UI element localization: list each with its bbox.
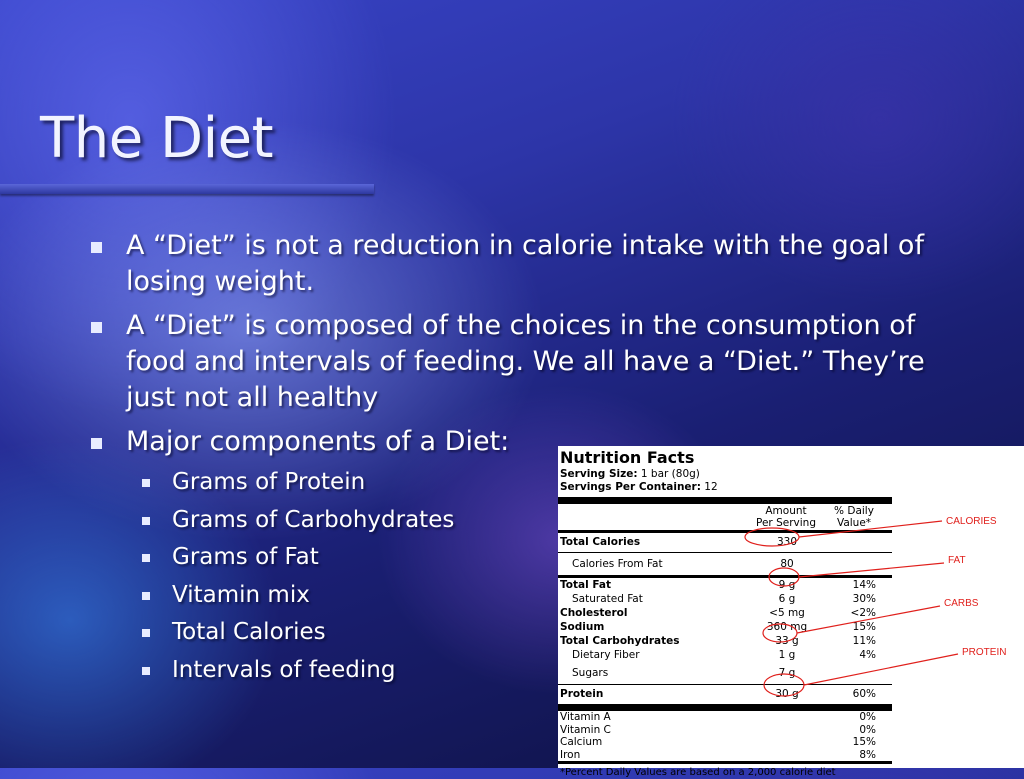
title-underline [0, 184, 374, 194]
calories-annotation: CALORIES [946, 516, 997, 527]
bullet-item: Major components of a Diet: Grams of Pro… [88, 424, 958, 689]
sub-bullet-list: Grams of Protein Grams of Carbohydrates … [126, 464, 958, 689]
square-bullet-icon [142, 666, 150, 675]
bullet-item: A “Diet” is not a reduction in calorie i… [88, 228, 958, 300]
row-vitamin-a: Vitamin A 0% [560, 711, 876, 723]
sub-bullet-item: Grams of Protein [126, 464, 958, 502]
annotation-overlay [744, 520, 959, 697]
serving-size: Serving Size: 1 bar (80g) [560, 468, 700, 480]
protein-pointer-line [803, 653, 959, 686]
column-header: Amount Per Serving % Daily Value* [756, 505, 874, 529]
row-saturated-fat: Saturated Fat 6 g 30% [572, 593, 876, 605]
bullet-text: A “Diet” is composed of the choices in t… [126, 310, 925, 413]
protein-circle [763, 673, 805, 697]
sub-bullet-text: Grams of Carbohydrates [172, 506, 455, 533]
sub-bullet-text: Vitamin mix [172, 581, 310, 608]
sub-bullet-text: Grams of Fat [172, 544, 319, 570]
protein-annotation: PROTEIN [962, 647, 1007, 658]
carbs-annotation: CARBS [944, 598, 979, 609]
row-protein: Protein 30 g 60% [560, 688, 876, 700]
sub-bullet-text: Grams of Protein [172, 469, 366, 495]
calories-pointer-line [798, 520, 943, 538]
row-iron: Iron 8% [560, 748, 876, 761]
divider [558, 684, 892, 685]
sub-bullet-text: Intervals of feeding [172, 656, 396, 683]
servings-per-container: Servings Per Container: 12 [560, 481, 718, 493]
bullet-text: Major components of a Diet: [126, 426, 510, 457]
square-bullet-icon [91, 242, 102, 253]
divider [558, 761, 892, 764]
square-bullet-icon [142, 479, 150, 487]
square-bullet-icon [91, 322, 102, 333]
row-sugars: Sugars 7 g [572, 667, 796, 679]
nutrition-facts-image: Nutrition Facts Serving Size: 1 bar (80g… [558, 446, 1024, 778]
sub-bullet-item: Intervals of feeding [126, 652, 958, 690]
sub-bullet-item: Vitamin mix [126, 577, 958, 615]
row-vitamin-c: Vitamin C 0% [560, 723, 876, 736]
square-bullet-icon [142, 554, 150, 562]
fat-annotation: FAT [948, 555, 966, 566]
sub-bullet-item: Grams of Fat [126, 539, 958, 577]
bullet-list: A “Diet” is not a reduction in calorie i… [88, 228, 958, 697]
divider [558, 704, 892, 711]
divider [558, 497, 892, 504]
sub-bullet-item: Grams of Carbohydrates [126, 502, 958, 540]
fat-pointer-line [798, 562, 945, 578]
row-calories-from-fat: Calories From Fat 80 [572, 558, 794, 570]
square-bullet-icon [142, 516, 150, 525]
square-bullet-icon [142, 591, 150, 600]
carbs-circle [762, 623, 798, 643]
carbs-pointer-line [796, 605, 941, 634]
nutrition-facts-title: Nutrition Facts [560, 448, 695, 467]
divider [558, 552, 892, 553]
row-calcium: Calcium 15% [560, 736, 876, 748]
calories-circle [744, 527, 800, 547]
fat-circle [768, 567, 800, 587]
divider [558, 530, 892, 533]
row-dietary-fiber: Dietary Fiber 1 g 4% [572, 649, 876, 661]
bullet-item: A “Diet” is composed of the choices in t… [88, 308, 958, 416]
bullet-text: A “Diet” is not a reduction in calorie i… [126, 230, 924, 297]
row-cholesterol: Cholesterol <5 mg <2% [560, 607, 876, 619]
divider [558, 575, 892, 578]
slide-title: The Diet [40, 106, 274, 171]
sub-bullet-text: Total Calories [172, 619, 326, 645]
square-bullet-icon [91, 438, 102, 449]
sub-bullet-item: Total Calories [126, 614, 958, 652]
square-bullet-icon [142, 629, 150, 637]
row-total-fat: Total Fat 9 g 14% [560, 579, 876, 591]
